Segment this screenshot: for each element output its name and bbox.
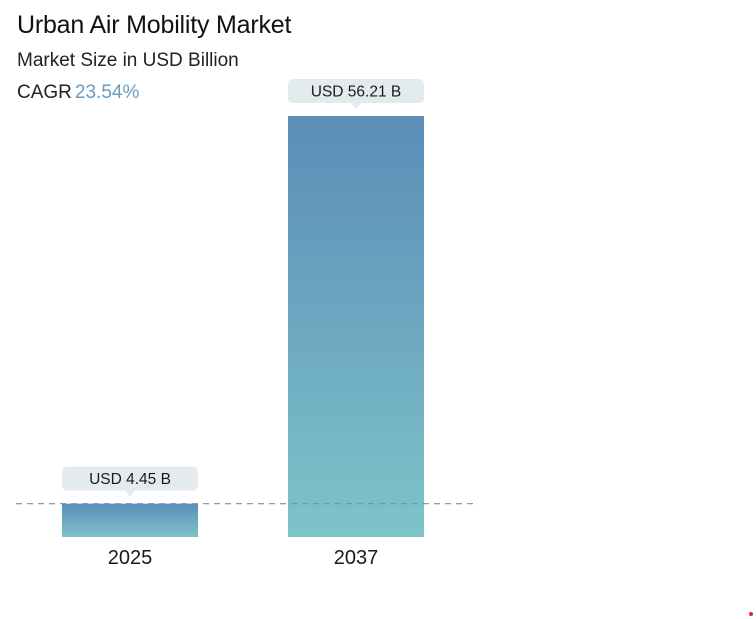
x-tick-label-2037: 2037 — [334, 547, 379, 569]
corner-dot-decoration — [749, 612, 753, 616]
bar-2025 — [62, 503, 198, 537]
data-label-pointer — [125, 490, 135, 497]
data-label-bg — [288, 79, 424, 103]
data-label-bg — [62, 466, 198, 491]
data-label-2025: USD 4.45 B — [62, 466, 198, 497]
bar-2037 — [288, 116, 424, 537]
data-label-text: USD 4.45 B — [89, 471, 171, 488]
chart-subtitle: Market Size in USD Billion — [17, 50, 239, 71]
cagr-label: CAGR — [17, 82, 72, 103]
chart-title: Urban Air Mobility Market — [17, 11, 292, 39]
data-label-2037: USD 56.21 B — [288, 79, 424, 109]
data-label-text: USD 56.21 B — [311, 84, 401, 101]
x-tick-label-2025: 2025 — [108, 547, 153, 569]
data-label-pointer — [351, 103, 361, 109]
cagr-value: 23.54% — [74, 82, 140, 103]
cagr-line: CAGR 23.54% — [17, 82, 139, 104]
